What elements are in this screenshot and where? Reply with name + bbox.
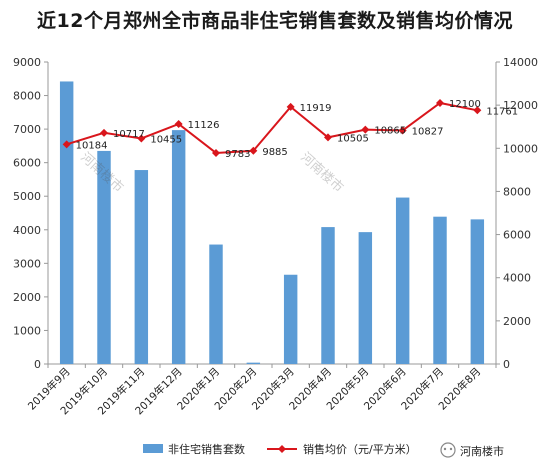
right-tick-label: 2000 [503,315,531,328]
price-data-label: 11761 [486,106,518,117]
right-tick-label: 0 [503,358,510,371]
right-tick-label: 8000 [503,185,531,198]
left-tick-label: 0 [34,358,41,371]
right-tick-label: 10000 [503,142,538,155]
price-data-label: 12100 [449,99,481,110]
chart-title: 近12个月郑州全市商品非住宅销售套数及销售均价情况 [37,10,513,32]
left-tick-label: 5000 [13,190,41,203]
price-data-label: 10827 [412,126,444,137]
bar [209,244,223,364]
right-tick-label: 4000 [503,272,531,285]
price-marker [174,119,183,128]
price-data-label: 9783 [225,149,250,160]
price-marker [473,106,482,115]
price-marker [212,148,220,157]
legend-bar-swatch [143,444,163,453]
price-data-label: 11919 [300,103,332,114]
right-tick-label: 12000 [503,99,538,112]
price-data-label: 9885 [262,147,287,158]
bar [395,197,410,364]
price-marker [286,102,295,111]
bar [97,150,111,364]
right-tick-label: 6000 [503,229,531,242]
left-tick-label: 3000 [13,257,41,270]
left-tick-label: 8000 [13,90,41,103]
wechat-icon-eye [449,447,453,451]
price-marker [62,140,71,149]
bar [134,170,149,364]
left-tick-label: 4000 [13,224,41,237]
wechat-icon-eye [443,447,447,451]
right-tick-label: 14000 [503,56,538,69]
price-data-label: 10717 [113,129,145,140]
legend-line-marker [278,445,286,453]
bar [358,232,373,364]
price-data-label: 10505 [337,133,369,144]
price-data-label: 10865 [374,126,406,137]
watermark-text-2: 河南楼市 [297,149,346,196]
price-marker [137,134,146,143]
price-data-label: 11126 [188,120,220,131]
wechat-icon [440,442,456,458]
left-tick-label: 2000 [13,291,41,304]
left-tick-label: 6000 [13,157,41,170]
bar [283,274,298,364]
price-line [66,101,478,154]
left-tick-label: 9000 [13,56,41,69]
price-marker [436,98,444,107]
price-marker [324,133,332,142]
price-marker [249,146,258,155]
price-data-label: 10455 [150,134,182,145]
legend-line-label: 销售均价（元/平方米） [303,442,417,456]
bar [246,362,261,364]
bar [470,219,485,364]
bar [321,227,335,364]
price-data-label: 10184 [76,140,108,151]
watermark-logo-text: 河南楼市 [460,444,504,458]
left-tick-label: 1000 [13,324,41,337]
bar [433,216,447,364]
price-marker [100,128,108,137]
bar [171,130,186,364]
legend-bar-label: 非住宅销售套数 [168,442,245,456]
left-tick-label: 7000 [13,123,41,136]
bar [59,81,74,364]
price-marker [398,126,407,135]
price-marker [361,125,370,134]
